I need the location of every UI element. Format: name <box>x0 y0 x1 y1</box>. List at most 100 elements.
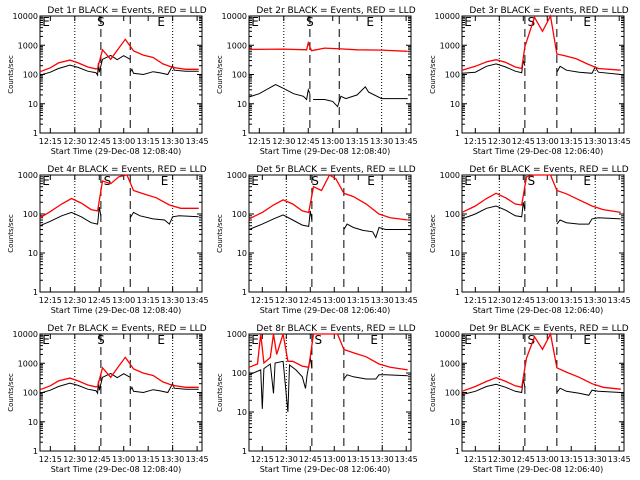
x-tick-label: 12:15 <box>464 296 487 305</box>
x-tick-label: 13:30 <box>584 455 607 464</box>
x-tick-label: 12:15 <box>39 455 62 464</box>
plot-frame <box>39 15 203 134</box>
events-series-line <box>313 86 408 108</box>
y-tick-label: 1000 <box>18 171 38 180</box>
x-axis-title: Start Time (29-Dec-08 12:06:40) <box>473 465 604 474</box>
marker-s-label: S <box>527 174 535 188</box>
x-tick-label: 12:15 <box>39 137 62 146</box>
x-tick-label: 13:30 <box>584 296 607 305</box>
marker-s-label: S <box>97 15 105 29</box>
lld-series-line <box>39 38 199 73</box>
events-series-line <box>248 357 313 413</box>
x-tick-label: 12:30 <box>63 455 86 464</box>
marker-e-label: E <box>157 333 165 347</box>
marker-e-label: E <box>367 174 375 188</box>
marker-e-label: E <box>251 333 259 347</box>
x-tick-label: 13:45 <box>608 296 631 305</box>
marker-e-label: E <box>42 174 50 188</box>
x-tick-label: 13:15 <box>560 137 583 146</box>
y-tick-label: 1000 <box>440 171 460 180</box>
y-axis-title: Counts/sec <box>7 214 15 253</box>
panel-title: Det 7r BLACK = Events, RED = LLD <box>47 324 206 334</box>
x-tick-label: 12:15 <box>251 455 274 464</box>
y-tick-label: 1 <box>33 447 38 456</box>
y-tick-label: 100 <box>232 210 247 219</box>
y-tick-label: 100 <box>23 210 38 219</box>
marker-e-label: E <box>161 174 169 188</box>
y-tick-label: 10000 <box>13 12 38 21</box>
y-tick-label: 10 <box>237 408 247 417</box>
x-tick-label: 12:30 <box>275 455 298 464</box>
y-tick-label: 1 <box>455 288 460 297</box>
y-tick-label: 1000 <box>440 359 460 368</box>
events-series-line <box>248 84 311 101</box>
y-tick-label: 100 <box>23 71 38 80</box>
x-tick-label: 12:15 <box>251 296 274 305</box>
x-tick-label: 13:15 <box>137 137 160 146</box>
plot-frame <box>461 174 625 293</box>
marker-s-label: S <box>527 333 535 347</box>
x-axis-title: Start Time (29-Dec-08 12:06:40) <box>473 147 604 156</box>
x-tick-label: 12:45 <box>512 455 535 464</box>
x-tick-label: 12:45 <box>88 296 111 305</box>
x-tick-label: 13:00 <box>321 137 344 146</box>
y-axis-title: Counts/sec <box>429 373 437 412</box>
y-tick-label: 100 <box>232 71 247 80</box>
lld-series-line <box>248 333 408 371</box>
x-axis-title: Start Time (29-Dec-08 12:08:40) <box>260 147 391 156</box>
x-tick-label: 13:15 <box>346 137 369 146</box>
marker-s-label: S <box>97 333 105 347</box>
marker-e-label: E <box>366 15 374 29</box>
marker-s-label: S <box>314 333 322 347</box>
y-tick-label: 100 <box>445 389 460 398</box>
marker-e-label: E <box>370 333 378 347</box>
x-tick-label: 13:45 <box>395 296 418 305</box>
x-tick-label: 13:30 <box>370 137 393 146</box>
y-axis-title: Counts/sec <box>216 55 224 94</box>
y-tick-label: 1000 <box>18 41 38 50</box>
y-axis-title: Counts/sec <box>216 214 224 253</box>
x-tick-label: 13:45 <box>395 455 418 464</box>
x-tick-label: 12:45 <box>299 455 322 464</box>
x-tick-label: 12:45 <box>512 137 535 146</box>
x-tick-label: 13:45 <box>186 455 209 464</box>
x-tick-label: 12:15 <box>464 137 487 146</box>
panel-title: Det 6r BLACK = Events, RED = LLD <box>469 165 628 175</box>
lld-series-line <box>39 174 199 219</box>
x-tick-label: 12:45 <box>88 455 111 464</box>
events-series-line <box>461 378 526 396</box>
marker-s-label: S <box>104 174 112 188</box>
panel-title: Det 3r BLACK = Events, RED = LLD <box>469 6 628 16</box>
marker-e-label: E <box>251 174 259 188</box>
events-series-line <box>39 207 102 227</box>
x-tick-label: 12:30 <box>272 137 295 146</box>
y-tick-label: 10 <box>28 249 38 258</box>
events-series-line <box>129 382 199 394</box>
panel-title: Det 2r BLACK = Events, RED = LLD <box>256 6 415 16</box>
y-tick-label: 100 <box>445 71 460 80</box>
y-tick-label: 10 <box>450 418 460 427</box>
x-tick-label: 13:00 <box>112 137 135 146</box>
y-tick-label: 10000 <box>13 330 38 339</box>
x-tick-label: 13:45 <box>608 137 631 146</box>
x-tick-label: 12:30 <box>275 296 298 305</box>
y-tick-label: 1000 <box>227 171 247 180</box>
marker-e-label: E <box>464 174 472 188</box>
x-tick-label: 13:30 <box>161 137 184 146</box>
x-tick-label: 12:30 <box>488 137 511 146</box>
x-tick-label: 13:15 <box>347 296 370 305</box>
x-tick-label: 13:45 <box>186 137 209 146</box>
x-tick-label: 12:30 <box>488 455 511 464</box>
x-tick-label: 13:15 <box>137 296 160 305</box>
events-series-line <box>461 202 526 220</box>
y-tick-label: 1 <box>33 129 38 138</box>
y-tick-label: 1000 <box>227 330 247 339</box>
x-tick-label: 13:45 <box>395 137 418 146</box>
events-series-line <box>343 223 408 239</box>
